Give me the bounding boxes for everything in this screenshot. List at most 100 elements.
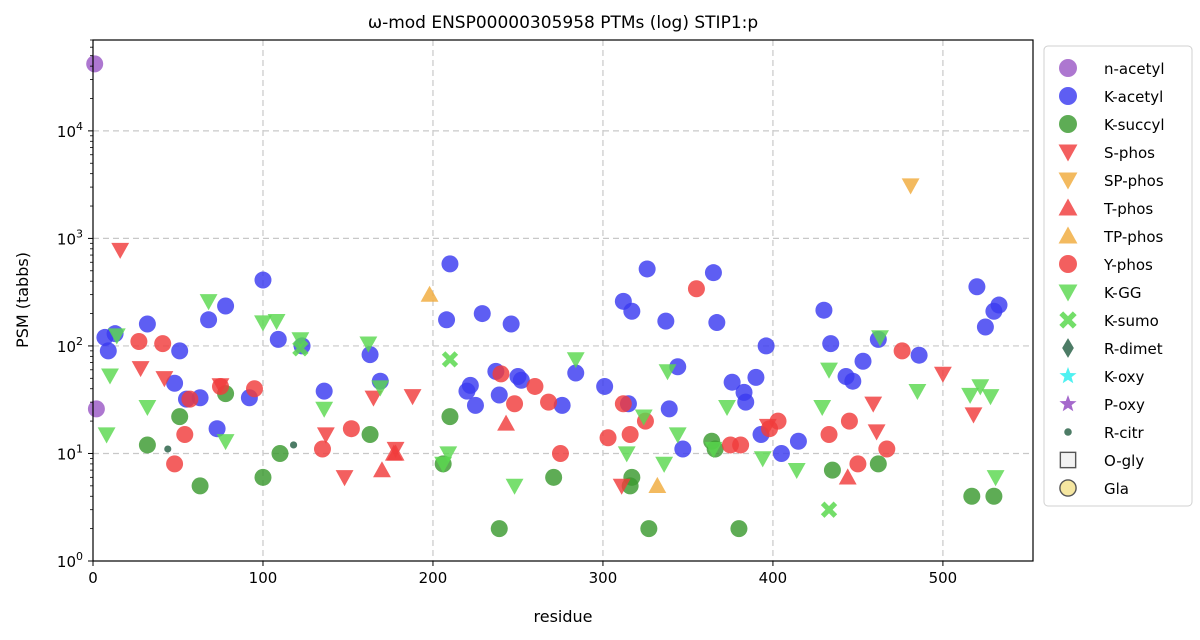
point-K-GG bbox=[371, 380, 390, 397]
point-K-GG bbox=[359, 336, 378, 353]
legend-marker bbox=[1062, 338, 1074, 358]
point-K-acetyl bbox=[854, 352, 872, 370]
point-T-phos bbox=[386, 444, 405, 461]
legend-marker bbox=[1059, 87, 1077, 105]
point-K-acetyl bbox=[473, 305, 491, 323]
point-K-acetyl bbox=[844, 372, 862, 390]
point-Y-phos bbox=[181, 390, 199, 408]
legend-label: P-oxy bbox=[1104, 396, 1145, 414]
point-K-succyl bbox=[985, 487, 1003, 505]
point-SP-phos bbox=[901, 178, 920, 195]
point-K-succyl bbox=[441, 408, 459, 426]
point-K-acetyl bbox=[822, 335, 840, 353]
point-K-succyl bbox=[730, 520, 748, 538]
point-K-GG bbox=[254, 315, 272, 332]
point-K-acetyl bbox=[438, 311, 456, 329]
legend-label: K-sumo bbox=[1104, 312, 1159, 330]
point-Y-phos bbox=[840, 412, 858, 430]
point-K-acetyl bbox=[596, 377, 614, 395]
point-K-acetyl bbox=[171, 342, 189, 360]
legend-marker bbox=[1059, 115, 1077, 133]
x-tick-label: 100 bbox=[249, 569, 278, 587]
point-K-acetyl bbox=[200, 311, 218, 329]
point-K-acetyl bbox=[553, 396, 571, 414]
point-K-succyl bbox=[490, 520, 508, 538]
point-K-acetyl bbox=[747, 368, 765, 386]
point-K-acetyl bbox=[461, 376, 479, 394]
point-K-acetyl bbox=[815, 301, 833, 319]
point-K-GG bbox=[101, 368, 119, 385]
point-K-acetyl bbox=[910, 346, 928, 364]
point-S-phos bbox=[364, 390, 383, 407]
point-K-GG bbox=[267, 314, 286, 331]
point-K-GG bbox=[315, 401, 334, 418]
point-K-acetyl bbox=[704, 264, 722, 282]
point-K-GG bbox=[655, 456, 674, 473]
point-Y-phos bbox=[166, 455, 184, 473]
point-K-acetyl bbox=[737, 393, 755, 411]
data-points bbox=[86, 55, 1008, 538]
point-Y-phos bbox=[492, 365, 510, 383]
y-axis: 100 101 102 103 104 bbox=[57, 39, 93, 571]
point-Y-phos bbox=[551, 444, 569, 462]
point-K-GG bbox=[908, 383, 927, 401]
point-K-acetyl bbox=[99, 342, 117, 360]
point-T-phos bbox=[838, 468, 857, 485]
point-K-acetyl bbox=[490, 386, 508, 404]
legend-marker bbox=[1058, 226, 1078, 244]
point-K-sumo bbox=[441, 351, 459, 368]
point-K-succyl bbox=[254, 468, 272, 486]
point-S-phos bbox=[335, 470, 354, 487]
point-K-acetyl bbox=[674, 440, 692, 458]
point-TP-phos bbox=[420, 285, 439, 302]
legend-marker bbox=[1058, 144, 1078, 162]
legend: n-acetyl K-acetyl K-succyl S-phos SP-phos T-p… bbox=[1043, 45, 1193, 507]
legend-marker bbox=[1059, 395, 1077, 412]
point-n-acetyl bbox=[87, 400, 105, 418]
point-Y-phos bbox=[820, 426, 838, 444]
legend-label: K-acetyl bbox=[1104, 88, 1163, 106]
x-tick-label: 0 bbox=[88, 569, 98, 587]
legend-box bbox=[1043, 45, 1193, 507]
point-TP-phos bbox=[648, 476, 667, 493]
legend-label: K-succyl bbox=[1104, 116, 1165, 134]
point-S-phos bbox=[867, 424, 886, 441]
point-K-GG bbox=[617, 446, 636, 463]
point-K-GG bbox=[981, 389, 1000, 406]
point-K-acetyl bbox=[968, 278, 986, 296]
point-K-acetyl bbox=[502, 315, 520, 333]
point-K-acetyl bbox=[990, 296, 1008, 314]
point-Y-phos bbox=[211, 377, 229, 395]
point-K-GG bbox=[871, 330, 889, 347]
point-Y-phos bbox=[176, 426, 194, 444]
point-K-succyl bbox=[640, 520, 658, 538]
point-K-acetyl bbox=[772, 444, 790, 462]
point-Y-phos bbox=[614, 395, 632, 413]
legend-marker bbox=[1058, 172, 1078, 190]
point-K-succyl bbox=[271, 444, 289, 462]
point-Y-phos bbox=[526, 377, 544, 395]
point-S-phos bbox=[403, 389, 422, 406]
point-Y-phos bbox=[313, 440, 331, 458]
point-Y-phos bbox=[540, 393, 558, 411]
legend-marker bbox=[1059, 255, 1077, 273]
point-K-GG bbox=[107, 328, 126, 345]
point-K-succyl bbox=[191, 477, 209, 495]
point-S-phos bbox=[933, 366, 952, 383]
y-axis-label: PSM (tabbs) bbox=[13, 252, 32, 348]
point-K-GG bbox=[138, 399, 157, 417]
point-K-acetyl bbox=[638, 260, 656, 278]
point-S-phos bbox=[964, 407, 983, 424]
point-K-GG bbox=[439, 446, 458, 463]
legend-label: T-phos bbox=[1103, 200, 1153, 218]
point-Y-phos bbox=[245, 380, 263, 398]
legend-marker bbox=[1058, 284, 1078, 302]
point-n-acetyl bbox=[86, 55, 104, 73]
point-S-phos bbox=[612, 478, 631, 495]
legend-label: K-GG bbox=[1104, 284, 1141, 302]
point-K-GG bbox=[668, 427, 687, 444]
legend-label: R-citr bbox=[1104, 424, 1145, 442]
point-K-acetyl bbox=[315, 382, 333, 400]
point-Y-phos bbox=[687, 280, 705, 298]
